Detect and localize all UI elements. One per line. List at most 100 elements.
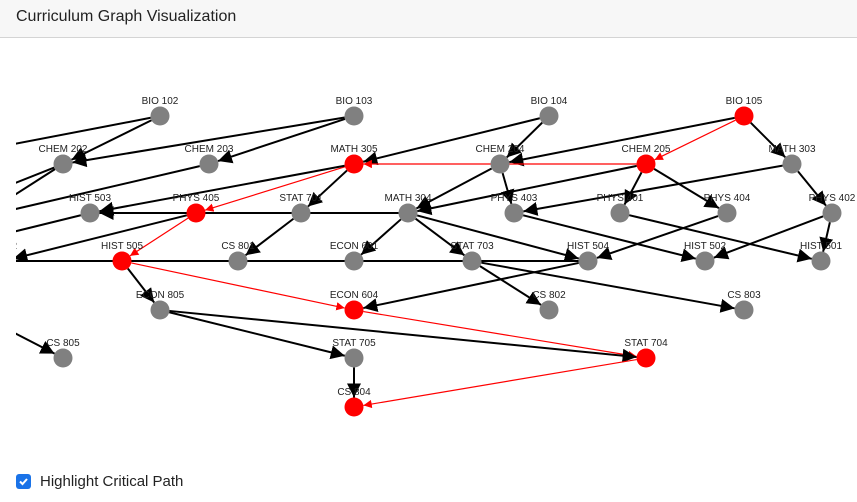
page-title: Curriculum Graph Visualization xyxy=(16,8,237,25)
node-circle[interactable] xyxy=(344,154,364,174)
node-stat-703[interactable]: STAT 703 xyxy=(450,241,494,271)
node-phys-403[interactable]: PHYS 403 xyxy=(491,193,538,223)
node-label: BIO 102 xyxy=(142,96,179,107)
node-circle[interactable] xyxy=(462,251,482,271)
node-hist-504[interactable]: HIST 504 xyxy=(567,241,609,271)
node-circle[interactable] xyxy=(291,203,311,223)
node-circle[interactable] xyxy=(504,203,524,223)
node-stat-704[interactable]: STAT 704 xyxy=(624,338,668,368)
node-chem-204[interactable]: CHEM 204 xyxy=(476,144,525,174)
highlight-label: Highlight Critical Path xyxy=(40,473,184,490)
node-hist-503[interactable]: HIST 503 xyxy=(69,193,111,223)
edge-math-304-to-hist-504 xyxy=(416,214,580,262)
node-circle[interactable] xyxy=(344,300,364,320)
node-label: S 602 xyxy=(0,241,18,252)
node-label: HIST 503 xyxy=(69,193,111,204)
node-circle[interactable] xyxy=(539,106,559,126)
node-phys-402[interactable]: PHYS 402 xyxy=(809,193,856,223)
node-circle[interactable] xyxy=(344,397,364,417)
node-math-303[interactable]: MATH 303 xyxy=(768,144,816,174)
node-math-304[interactable]: MATH 304 xyxy=(384,193,432,223)
edge-econ-604-to-stat-704 xyxy=(363,310,637,360)
node-label: CS 803 xyxy=(727,290,761,301)
node-label: MATH 305 xyxy=(330,144,377,155)
edge-bio-105-to-chem-204 xyxy=(509,116,735,167)
edge-hist-503-to--l5 xyxy=(16,214,82,233)
node-hist-501[interactable]: HIST 501 xyxy=(800,241,842,271)
node-math-305[interactable]: MATH 305 xyxy=(330,144,378,174)
node-circle[interactable] xyxy=(344,348,364,368)
node-bio-104[interactable]: BIO 104 xyxy=(531,96,568,126)
node-circle[interactable] xyxy=(150,106,170,126)
node-circle[interactable] xyxy=(490,154,510,174)
node-circle[interactable] xyxy=(578,251,598,271)
node-label: PHYS 403 xyxy=(491,193,538,204)
node-circle[interactable] xyxy=(344,106,364,126)
edge-bio-104-to-math-305 xyxy=(362,117,541,166)
node-stat-701[interactable]: STAT 701 xyxy=(279,193,323,223)
node-cs-803[interactable]: CS 803 xyxy=(727,290,761,320)
node-stat-705[interactable]: STAT 705 xyxy=(332,338,376,368)
highlight-critical-path-toggle[interactable]: Highlight Critical Path xyxy=(16,473,183,490)
node-chem-205[interactable]: CHEM 205 xyxy=(622,144,671,174)
node-circle[interactable] xyxy=(610,203,630,223)
edge-bio-103-to-chem-203 xyxy=(217,118,346,164)
node-econ-601[interactable]: ECON 601 xyxy=(330,241,379,271)
edge-phys-402-to-hist-502 xyxy=(713,215,824,260)
node-circle[interactable] xyxy=(636,348,656,368)
node-label: PHYS 405 xyxy=(173,193,220,204)
node-cs-805[interactable]: CS 805 xyxy=(46,338,80,368)
highlight-checkbox[interactable] xyxy=(16,474,31,489)
edge-phys-401-to-hist-501 xyxy=(629,214,812,263)
node-circle[interactable] xyxy=(782,154,802,174)
curriculum-graph[interactable]: BIO 102 BIO 103 BIO 104 BIO 105 CHEM 202 CHEM… xyxy=(0,0,857,460)
node-circle[interactable] xyxy=(53,348,73,368)
node-circle[interactable] xyxy=(717,203,737,223)
node-cs-802[interactable]: CS 802 xyxy=(532,290,566,320)
node-phys-404[interactable]: PHYS 404 xyxy=(704,193,751,223)
node-circle[interactable] xyxy=(112,251,132,271)
node-circle[interactable] xyxy=(636,154,656,174)
node-circle[interactable] xyxy=(199,154,219,174)
node-circle[interactable] xyxy=(150,300,170,320)
node-circle[interactable] xyxy=(228,251,248,271)
edge-phys-402-to-hist-501 xyxy=(819,222,834,252)
edge-math-305-to-stat-701 xyxy=(307,169,348,208)
node-circle[interactable] xyxy=(734,106,754,126)
node-hist-505[interactable]: HIST 505 xyxy=(101,241,143,271)
node-label: MATH 303 xyxy=(768,144,815,155)
node-label: CS 804 xyxy=(337,387,371,398)
node-phys-401[interactable]: PHYS 401 xyxy=(597,193,644,223)
node-chem-203[interactable]: CHEM 203 xyxy=(185,144,234,174)
node-circle[interactable] xyxy=(811,251,831,271)
node-circle[interactable] xyxy=(734,300,754,320)
edge-hist-505-to-econ-604 xyxy=(131,262,345,311)
node-circle[interactable] xyxy=(398,203,418,223)
node-bio-103[interactable]: BIO 103 xyxy=(336,96,373,126)
node-bio-105[interactable]: BIO 105 xyxy=(726,96,763,126)
node-bio-102[interactable]: BIO 102 xyxy=(142,96,179,126)
node-circle[interactable] xyxy=(186,203,206,223)
node-label: HIST 504 xyxy=(567,241,609,252)
edge-stat-704-to-cs-804 xyxy=(363,358,637,409)
edge-math-304-to-stat-703 xyxy=(415,217,465,257)
node-econ-604[interactable]: ECON 604 xyxy=(330,290,379,320)
node-econ-805[interactable]: ECON 805 xyxy=(136,290,185,320)
node-circle[interactable] xyxy=(344,251,364,271)
node-circle[interactable] xyxy=(822,203,842,223)
node-circle[interactable] xyxy=(539,300,559,320)
node-cs-804[interactable]: CS 804 xyxy=(337,387,371,417)
node-circle[interactable] xyxy=(80,203,100,223)
node-phys-405[interactable]: PHYS 405 xyxy=(173,193,220,223)
node-chem-202[interactable]: CHEM 202 xyxy=(39,144,88,174)
node-hist-502[interactable]: HIST 502 xyxy=(684,241,726,271)
node-label: ECON 604 xyxy=(330,290,379,301)
node-circle[interactable] xyxy=(53,154,73,174)
node-circle[interactable] xyxy=(695,251,715,271)
edge-phys-405-to-s-602 xyxy=(16,214,188,263)
node-cs-801[interactable]: CS 801 xyxy=(221,241,255,271)
node-label: CS 805 xyxy=(46,338,80,349)
node-s-602[interactable]: S 602 xyxy=(0,241,18,271)
node-circle[interactable] xyxy=(0,252,14,271)
node-label: PHYS 401 xyxy=(597,193,644,204)
